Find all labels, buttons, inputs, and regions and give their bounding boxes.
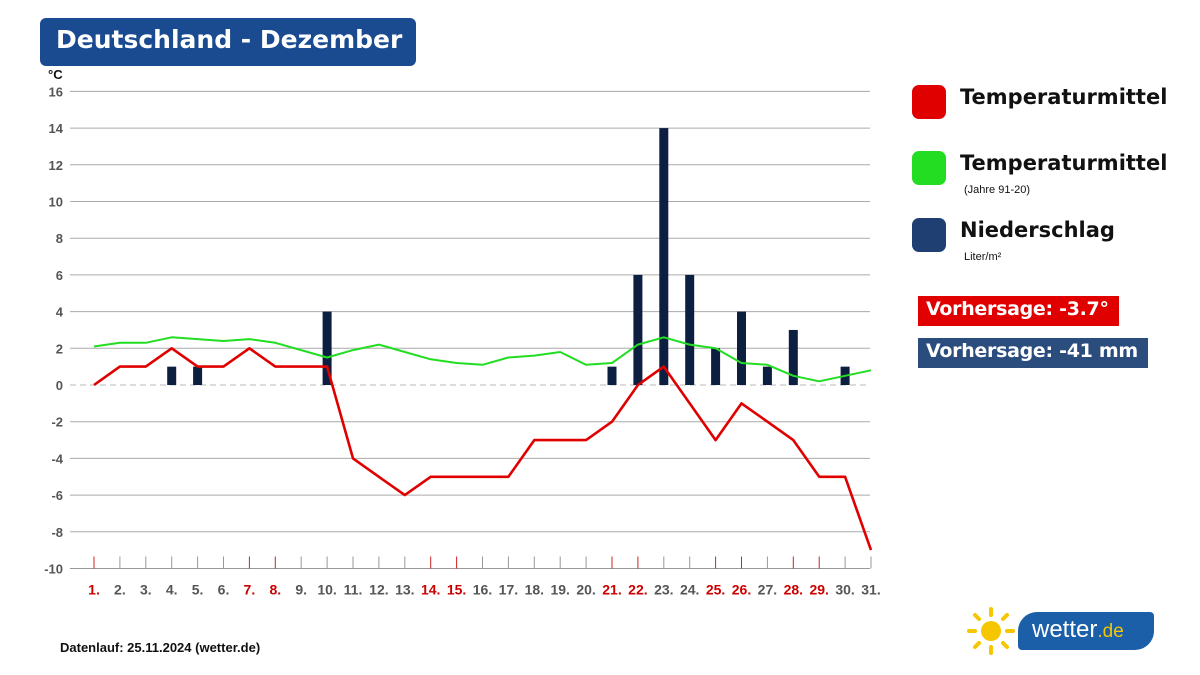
x-tick-label: 13. xyxy=(395,582,414,598)
x-tick-label: 15. xyxy=(447,582,466,598)
x-tick-label: 10. xyxy=(317,582,336,598)
x-tick-label: 21. xyxy=(602,582,621,598)
precipitation-bar xyxy=(685,274,695,385)
y-tick-label: 16 xyxy=(49,84,63,99)
y-tick-label: 6 xyxy=(56,268,63,283)
precipitation-bar xyxy=(788,329,798,385)
x-tick-label: 27. xyxy=(758,582,777,598)
page-title: Deutschland - Dezember xyxy=(40,18,416,66)
x-tick-label: 19. xyxy=(550,582,569,598)
x-tick-label: 9. xyxy=(295,582,307,598)
x-tick-label: 1. xyxy=(88,582,100,598)
x-tick-label: 12. xyxy=(369,582,388,598)
legend-swatch-temperature xyxy=(912,85,946,119)
x-tick-label: 31. xyxy=(861,582,880,598)
y-tick-label: 14 xyxy=(49,121,64,136)
precipitation-bar xyxy=(322,311,332,385)
x-tick-label: 30. xyxy=(835,582,854,598)
precipitation-bar xyxy=(167,366,177,385)
y-tick-label: 2 xyxy=(56,341,63,356)
x-tick-label: 20. xyxy=(576,582,595,598)
wetter-de-logo[interactable]: wetter.de xyxy=(1018,612,1154,650)
logo-name: wetter xyxy=(1032,616,1098,643)
logo-tld: .de xyxy=(1097,621,1124,642)
y-axis-unit-label: °C xyxy=(48,67,63,82)
y-tick-label: 10 xyxy=(49,195,63,210)
precipitation-bar xyxy=(193,366,203,385)
y-tick-label: -4 xyxy=(51,451,63,466)
precipitation-bar xyxy=(659,128,669,385)
x-tick-label: 8. xyxy=(269,582,281,598)
x-tick-label: 23. xyxy=(654,582,673,598)
x-tick-label: 26. xyxy=(732,582,751,598)
x-tick-label: 2. xyxy=(114,582,126,598)
chart: 16 14 12 10 8 6 4 2 0 -2 -4 -6 -8 -10 1. 2. 3. 4. 5. 6. 7. 8… xyxy=(44,84,881,598)
y-tick-label: -10 xyxy=(44,562,63,577)
y-tick-label: 0 xyxy=(56,378,63,393)
precipitation-bar xyxy=(762,366,772,385)
temperature-line xyxy=(93,346,873,551)
legend-label-temperature-normal: Temperaturmittel xyxy=(960,151,1168,175)
x-tick-label: 16. xyxy=(473,582,492,598)
x-tick-label: 5. xyxy=(192,582,204,598)
legend-sub-precipitation: Liter/m² xyxy=(964,251,1002,263)
x-tick-label: 7. xyxy=(244,582,256,598)
legend-label-temperature: Temperaturmittel xyxy=(960,85,1168,109)
x-tick-label: 11. xyxy=(344,582,363,598)
x-tick-label: 24. xyxy=(680,582,699,598)
sun-icon xyxy=(967,607,1015,655)
precipitation-bar xyxy=(711,348,721,385)
data-run-footer: Datenlauf: 25.11.2024 (wetter.de) xyxy=(60,640,261,655)
precipitation-forecast-badge: Vorhersage: -41 mm xyxy=(918,338,1148,368)
x-tick-label: 4. xyxy=(166,582,178,598)
x-tick-label: 14. xyxy=(421,582,440,598)
x-tick-label: 22. xyxy=(628,582,647,598)
y-tick-label: -8 xyxy=(51,525,63,540)
x-tick-label: 17. xyxy=(499,582,518,598)
y-tick-label: -2 xyxy=(51,415,63,430)
y-tick-label: 8 xyxy=(56,231,63,246)
x-tick-label: 18. xyxy=(525,582,544,598)
precipitation-bar xyxy=(737,311,746,385)
legend-swatch-precipitation xyxy=(912,218,946,252)
legend-label-precipitation: Niederschlag xyxy=(960,218,1115,242)
y-tick-label: 4 xyxy=(56,305,64,320)
x-tick-label: 6. xyxy=(218,582,230,598)
temperature-normal-line xyxy=(93,336,872,383)
x-tick-label: 28. xyxy=(784,582,803,598)
y-tick-label: -6 xyxy=(51,488,63,503)
legend-sub-temperature-normal: (Jahre 91-20) xyxy=(964,184,1031,196)
precipitation-bar xyxy=(633,274,643,385)
temperature-forecast-badge: Vorhersage: -3.7° xyxy=(918,296,1119,326)
y-tick-label: 12 xyxy=(49,158,63,173)
precipitation-bar xyxy=(607,366,617,385)
x-tick-label: 29. xyxy=(809,582,828,598)
legend-swatch-temperature-normal xyxy=(912,151,946,185)
x-tick-label: 25. xyxy=(706,582,725,598)
x-tick-label: 3. xyxy=(140,582,152,598)
